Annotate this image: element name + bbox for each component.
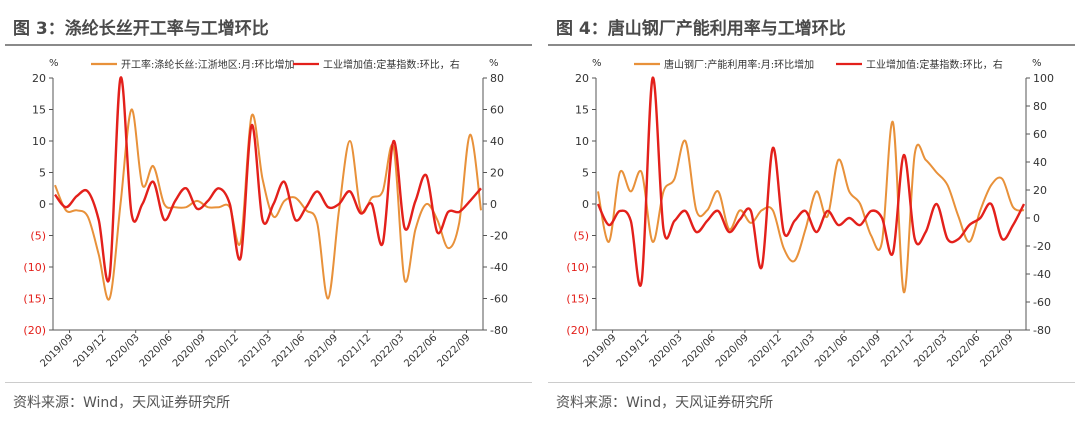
right-tick-label: -60: [490, 293, 508, 306]
left-tick-label: (5): [573, 230, 589, 243]
right-tick-label: -80: [1033, 324, 1051, 337]
series-line-orange: [597, 121, 1025, 294]
figure-title: 图 3：涤纶长丝开工率与工增环比: [13, 19, 269, 39]
right-tick-label: 80: [490, 72, 504, 85]
right-tick-label: 20: [1033, 184, 1047, 197]
right-tick-label: 0: [1033, 212, 1040, 225]
x-tick-label: 2021/06: [813, 332, 850, 369]
title-divider: [548, 44, 1075, 46]
right-tick-label: 60: [490, 104, 504, 117]
x-tick-label: 2020/03: [648, 332, 685, 369]
right-tick-label: -40: [1033, 268, 1051, 281]
figure-4: 图 4：唐山钢厂产能利用率与工增环比 %% 20 15 10 5 0 (5) (10) (15)…: [548, 0, 1078, 428]
x-tick-label: 2021/03: [780, 332, 817, 369]
left-tick-label: 15: [575, 104, 589, 117]
right-unit-label: %: [489, 58, 499, 69]
figure-3: 图 3：涤纶长丝开工率与工增环比 %% 20 15 10 5 0 (5) (10) (15) (2…: [5, 0, 535, 428]
x-tick-label: 2020/12: [204, 332, 241, 369]
x-tick-label: 2022/06: [402, 332, 439, 369]
source-note: 资料来源：Wind，天风证券研究所: [13, 395, 231, 411]
x-tick-label: 2020/06: [138, 332, 175, 369]
left-tick-label: (15): [23, 293, 46, 306]
left-unit-label: %: [49, 58, 59, 69]
left-unit-label: %: [592, 58, 602, 69]
series-line-red: [596, 76, 1026, 287]
title-divider: [5, 44, 532, 46]
right-tick-label: -20: [1033, 240, 1051, 253]
figure-title: 图 4：唐山钢厂产能利用率与工增环比: [556, 19, 846, 39]
x-tick-label: 2022/09: [978, 332, 1015, 369]
x-tick-label: 2022/06: [945, 332, 982, 369]
right-tick-label: 100: [1033, 72, 1054, 85]
legend-label: 工业增加值:定基指数:环比，右: [323, 58, 460, 71]
left-tick-label: (20): [23, 324, 46, 337]
footer-divider: [548, 382, 1075, 383]
x-tick-label: 2020/06: [681, 332, 718, 369]
left-tick-label: 10: [32, 135, 46, 148]
series-line-red: [54, 76, 482, 283]
chart-fig4: % %20151050(5)(10)(15)(20)100806040200-20…: [566, 58, 1054, 369]
right-tick-label: -60: [1033, 296, 1051, 309]
legend-label: 工业增加值:定基指数:环比，右: [866, 58, 1003, 71]
left-tick-label: 0: [582, 198, 589, 211]
x-tick-label: 2022/03: [369, 332, 406, 369]
left-tick-label: (10): [566, 261, 589, 274]
x-tick-label: 2022/09: [435, 332, 472, 369]
x-tick-label: 2022/03: [912, 332, 949, 369]
x-tick-label: 2019/09: [39, 332, 76, 369]
x-tick-label: 2021/09: [303, 332, 340, 369]
x-tick-label: 2021/03: [237, 332, 274, 369]
x-tick-label: 2019/12: [72, 332, 109, 369]
right-tick-label: 40: [1033, 156, 1047, 169]
left-tick-label: 5: [582, 167, 589, 180]
left-tick-label: 20: [575, 72, 589, 85]
right-unit-label: %: [1032, 58, 1042, 69]
x-tick-label: 2019/12: [615, 332, 652, 369]
left-tick-label: (10): [23, 261, 46, 274]
right-tick-label: 80: [1033, 100, 1047, 113]
legend-label: 唐山钢厂:产能利用率:月:环比增加: [664, 58, 814, 71]
right-tick-label: -40: [490, 261, 508, 274]
x-tick-label: 2021/12: [879, 332, 916, 369]
left-tick-label: 20: [32, 72, 46, 85]
x-tick-label: 2020/09: [714, 332, 751, 369]
chart-fig3: % %20151050(5)(10)(15)(20)806040200-20-40…: [23, 58, 508, 369]
left-tick-label: 10: [575, 135, 589, 148]
left-tick-label: (20): [566, 324, 589, 337]
right-tick-label: -80: [490, 324, 508, 337]
right-tick-label: -20: [490, 230, 508, 243]
left-tick-label: (5): [30, 230, 46, 243]
left-tick-label: 15: [32, 104, 46, 117]
source-note: 资料来源：Wind，天风证券研究所: [556, 395, 774, 411]
x-tick-label: 2019/09: [582, 332, 619, 369]
x-tick-label: 2021/12: [336, 332, 373, 369]
left-tick-label: 5: [39, 167, 46, 180]
legend-label: 开工率:涤纶长丝:江浙地区:月:环比增加: [121, 58, 294, 71]
x-tick-label: 2020/03: [105, 332, 142, 369]
right-tick-label: 20: [490, 167, 504, 180]
x-tick-label: 2020/09: [171, 332, 208, 369]
footer-divider: [5, 382, 532, 383]
left-tick-label: 0: [39, 198, 46, 211]
right-tick-label: 60: [1033, 128, 1047, 141]
right-tick-label: 0: [490, 198, 497, 211]
right-tick-label: 40: [490, 135, 504, 148]
series-line-orange: [54, 108, 482, 301]
x-tick-label: 2020/12: [747, 332, 784, 369]
left-tick-label: (15): [566, 293, 589, 306]
x-tick-label: 2021/06: [270, 332, 307, 369]
x-tick-label: 2021/09: [846, 332, 883, 369]
